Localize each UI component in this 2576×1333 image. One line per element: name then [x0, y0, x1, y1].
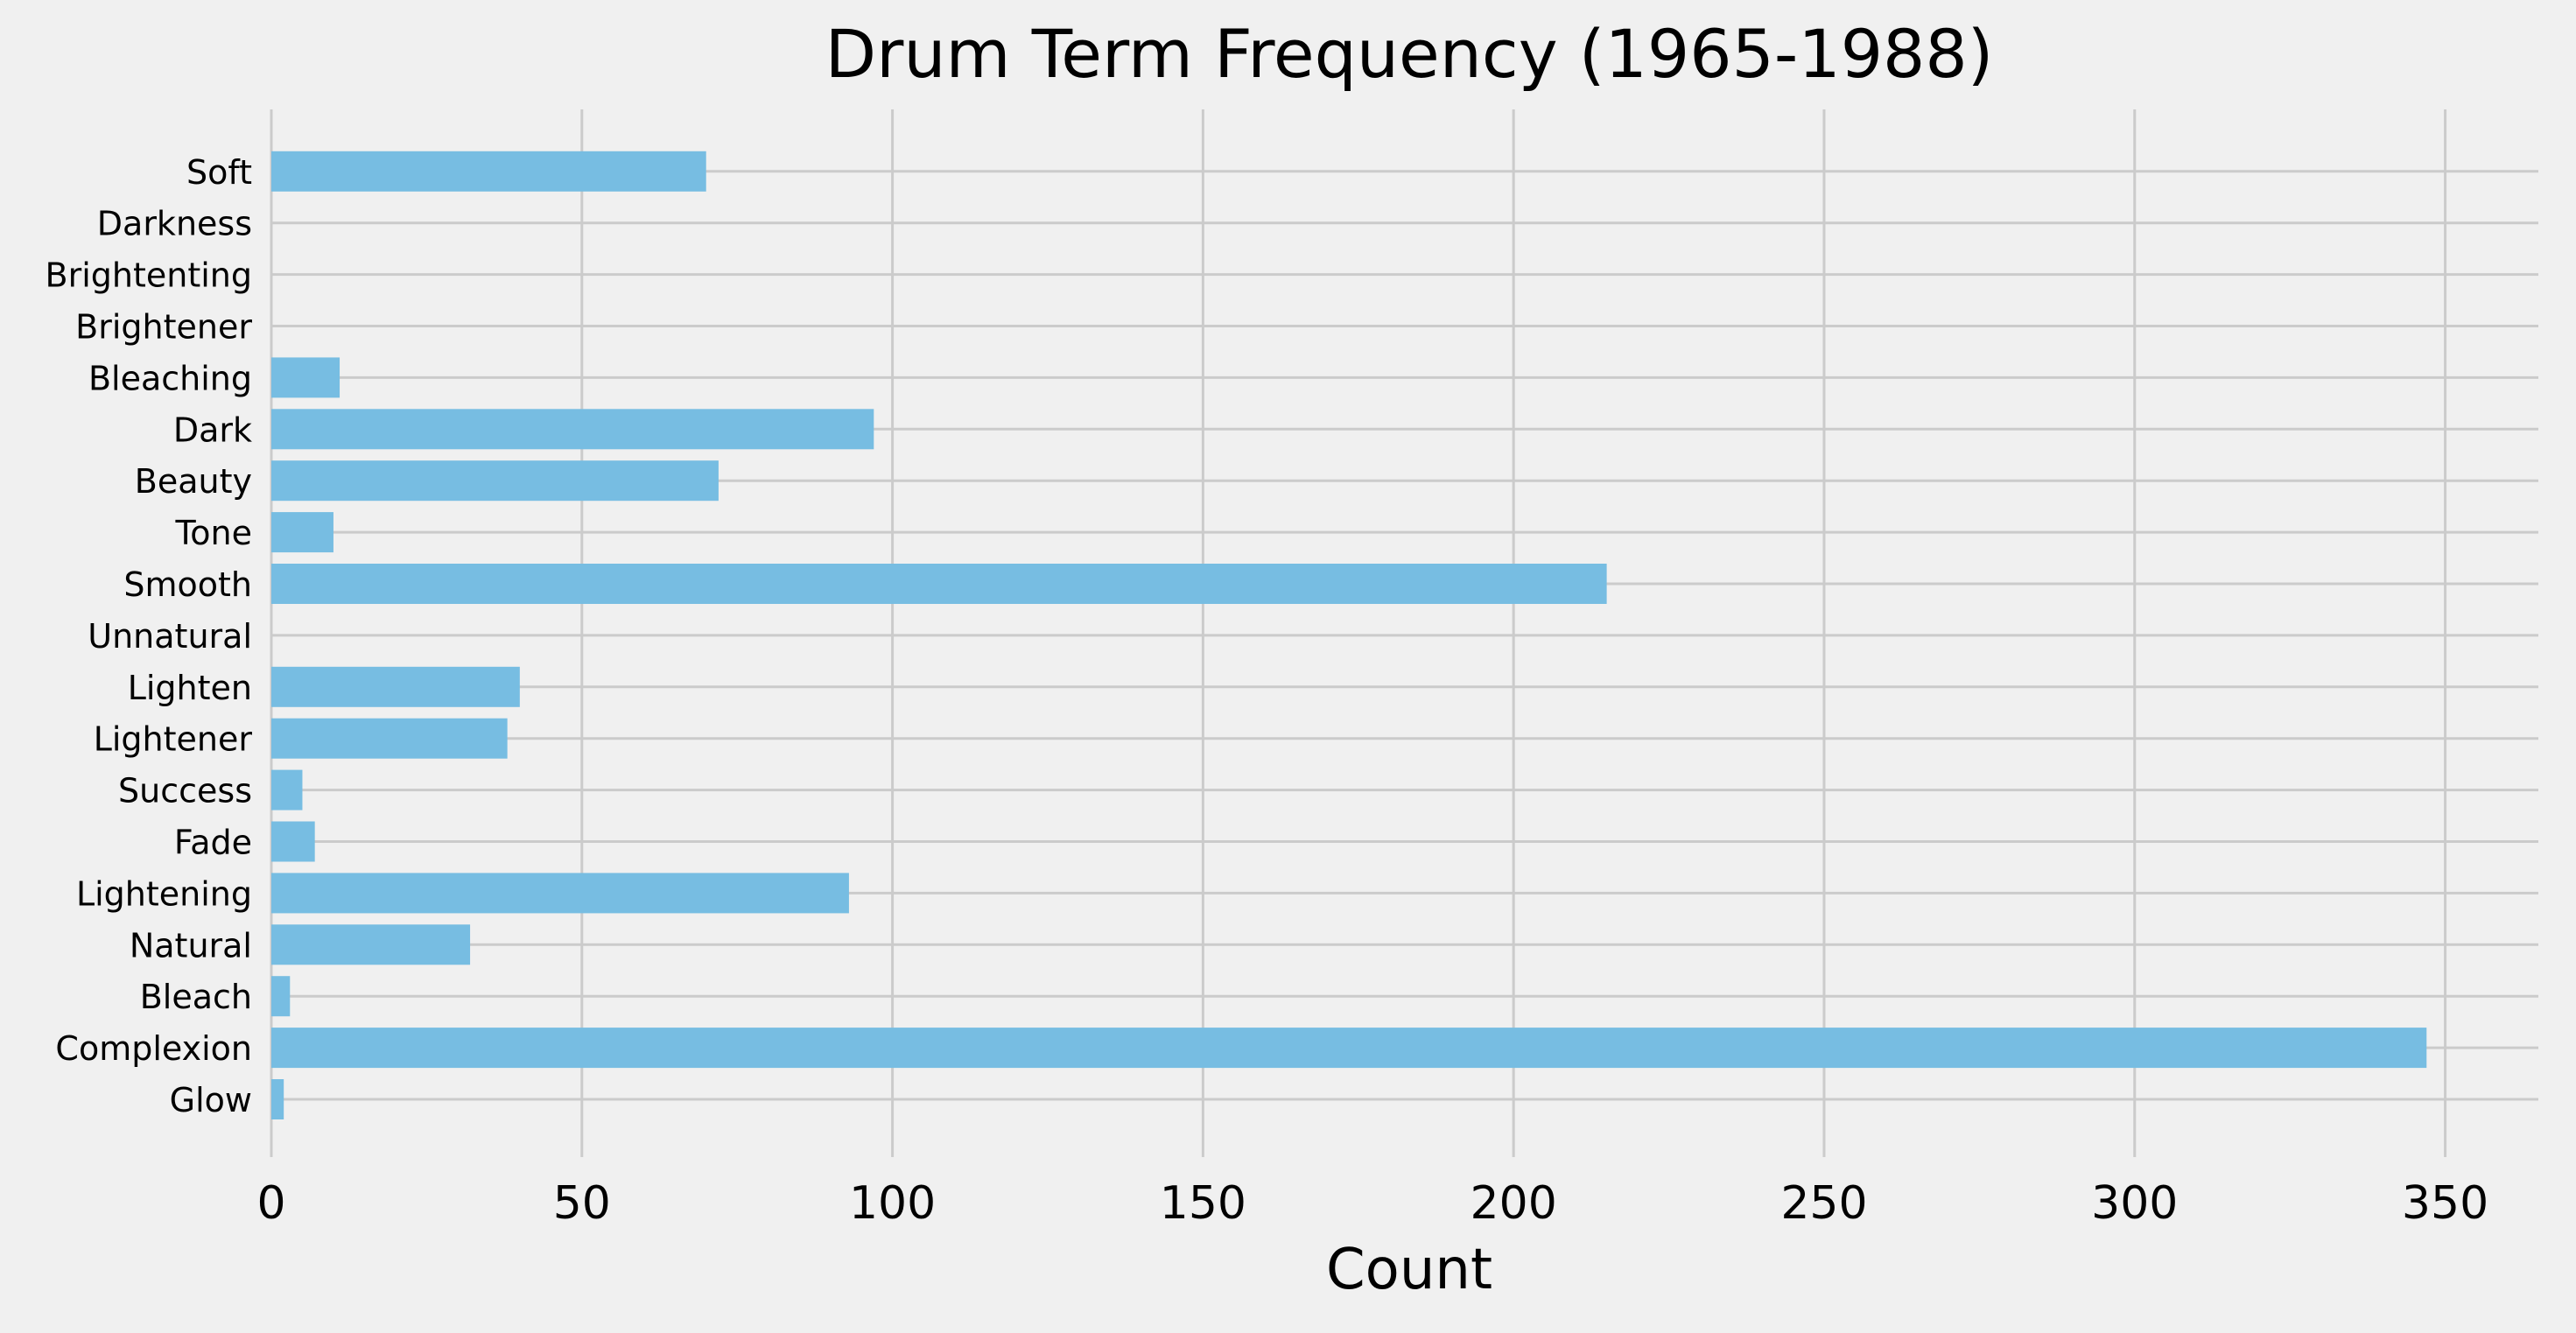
x-tick-label: 100 [849, 1177, 936, 1230]
grid-lines [270, 109, 2538, 1157]
x-tick-label: 200 [1470, 1177, 1557, 1230]
bar-fade [271, 821, 315, 862]
bar-smooth [271, 564, 1607, 604]
y-tick-label: Fade [174, 824, 252, 862]
x-axis-label: Count [1326, 1238, 1492, 1302]
bar-success [271, 769, 303, 810]
bar-tone [271, 512, 333, 553]
x-tick-label: 0 [256, 1177, 285, 1230]
y-tick-label: Unnatural [88, 617, 252, 656]
y-tick-label: Brightener [75, 308, 252, 347]
bar-natural [271, 924, 471, 965]
bar-dark [271, 409, 874, 450]
tick-labels: 0 50 100 150 200 250 300 350 Glow Complexion Bleac… [46, 153, 2489, 1230]
y-tick-label: Natural [130, 926, 252, 965]
bars [271, 151, 2427, 1119]
y-tick-label: Brightenting [46, 256, 252, 295]
bar-glow [271, 1079, 284, 1119]
y-tick-label: Bleach [140, 978, 252, 1016]
y-tick-label: Tone [175, 514, 252, 552]
y-tick-label: Dark [173, 410, 252, 449]
bar-complexion [271, 1028, 2427, 1069]
x-tick-label: 150 [1160, 1177, 1246, 1230]
chart-title: Drum Term Frequency (1965-1988) [825, 15, 1994, 93]
x-tick-label: 300 [2091, 1177, 2178, 1230]
y-tick-label: Smooth [123, 565, 252, 604]
bar-lightening [271, 873, 849, 914]
x-tick-label: 50 [553, 1177, 611, 1230]
bar-soft [271, 151, 706, 192]
y-tick-label: Darkness [97, 205, 252, 243]
y-tick-label: Glow [170, 1081, 252, 1119]
x-tick-label: 350 [2402, 1177, 2488, 1230]
bar-lightener [271, 718, 508, 759]
y-tick-label: Bleaching [88, 359, 252, 397]
bar-bleach [271, 976, 291, 1017]
y-tick-label: Beauty [135, 462, 252, 501]
bar-lighten [271, 666, 520, 707]
y-tick-label: Lighten [128, 669, 252, 707]
bar-bleaching [271, 357, 340, 398]
y-tick-label: Lightening [76, 874, 252, 913]
y-tick-label: Success [118, 772, 252, 810]
bar-beauty [271, 460, 719, 502]
y-tick-label: Complexion [55, 1029, 252, 1068]
y-tick-label: Soft [186, 153, 252, 192]
y-tick-label: Lightener [94, 720, 253, 759]
x-tick-label: 250 [1780, 1177, 1867, 1230]
